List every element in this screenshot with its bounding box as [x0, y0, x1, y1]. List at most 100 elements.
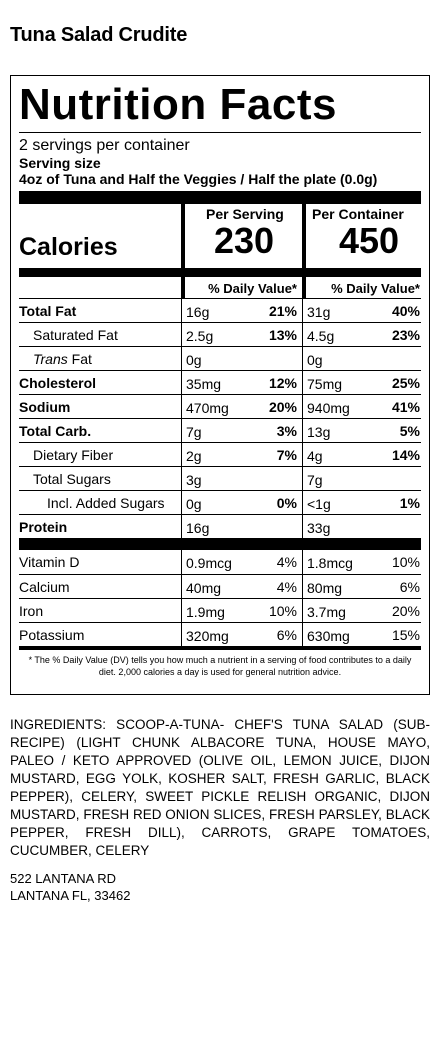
serving-amount: 16g [186, 520, 210, 536]
container-daily-value: 20% [391, 603, 420, 619]
serving-daily-value: 7% [276, 447, 297, 463]
nutrient-row: Dietary Fiber 2g 7% 4g 14% [19, 442, 421, 466]
daily-value-header: % Daily Value* % Daily Value* [19, 276, 421, 298]
dv-header-serving: % Daily Value* [208, 281, 297, 296]
nutrient-name: Incl. Added Sugars [47, 495, 165, 511]
container-amount: 4g [307, 448, 323, 464]
nutrient-row: Saturated Fat 2.5g 13% 4.5g 23% [19, 322, 421, 346]
nutrient-row: Incl. Added Sugars 0g 0% <1g 1% [19, 490, 421, 514]
container-daily-value: 40% [391, 303, 420, 319]
serving-amount: 470mg [186, 400, 229, 416]
container-daily-value: 23% [391, 327, 420, 343]
nutrition-facts-title: Nutrition Facts [19, 80, 337, 129]
vitamin-name: Vitamin D [19, 554, 80, 570]
serving-amount: 7g [186, 424, 202, 440]
serving-amount: 0g [186, 496, 202, 512]
nutrient-name: Saturated Fat [33, 327, 118, 343]
calories-label: Calories [19, 233, 118, 261]
vitamin-name: Potassium [19, 627, 85, 643]
nutrition-facts-label: Nutrition Facts 2 servings per container… [10, 75, 430, 695]
nutrient-row: Total Sugars 3g 7g [19, 466, 421, 490]
vitamin-name: Calcium [19, 579, 70, 595]
serving-daily-value: 12% [268, 375, 297, 391]
nutrient-row: Total Carb. 7g 3% 13g 5% [19, 418, 421, 442]
serving-daily-value: 3% [276, 423, 297, 439]
serving-amount: 1.9mg [186, 604, 225, 620]
vitamin-row: Calcium 40mg 4% 80mg 6% [19, 574, 421, 598]
ingredients-list: INGREDIENTS: SCOOP-A-TUNA- CHEF'S TUNA S… [10, 717, 430, 858]
calories-per-serving: 230 [214, 220, 275, 261]
container-amount: 1.8mcg [307, 555, 353, 571]
address: 522 LANTANA RD LANTANA FL, 33462 [10, 870, 130, 904]
container-daily-value: 41% [391, 399, 420, 415]
nutrient-table: Total Fat 16g 21% 31g 40% Saturated Fat 2.5g 13… [19, 298, 421, 538]
serving-amount: 0g [186, 352, 202, 368]
calories-block: Per Serving Per Container Calories 230 4… [19, 204, 421, 268]
nutrient-name: Sodium [19, 399, 71, 415]
container-daily-value: 1% [399, 495, 420, 511]
container-amount: 630mg [307, 628, 350, 644]
container-amount: 33g [307, 520, 331, 536]
container-daily-value: 25% [391, 375, 420, 391]
serving-daily-value: 6% [276, 627, 297, 643]
serving-amount: 40mg [186, 580, 222, 596]
serving-daily-value: 4% [276, 579, 297, 595]
vitamin-name: Iron [19, 603, 44, 619]
vitamin-row: Iron 1.9mg 10% 3.7mg 20% [19, 598, 421, 622]
serving-amount: 0.9mcg [186, 555, 232, 571]
nutrient-row: Protein 16g 33g [19, 514, 421, 538]
serving-daily-value: 10% [268, 603, 297, 619]
container-daily-value: 6% [399, 579, 420, 595]
address-line-1: 522 LANTANA RD [10, 871, 116, 886]
nutrient-row: Cholesterol 35mg 12% 75mg 25% [19, 370, 421, 394]
product-title: Tuna Salad Crudite [10, 24, 188, 46]
vitamin-row: Vitamin D 0.9mcg 4% 1.8mcg 10% [19, 550, 421, 574]
serving-daily-value: 20% [268, 399, 297, 415]
container-amount: 31g [307, 304, 331, 320]
serving-amount: 2.5g [186, 328, 214, 344]
serving-amount: 3g [186, 472, 202, 488]
serving-amount: 2g [186, 448, 202, 464]
container-amount: 4.5g [307, 328, 335, 344]
per-container-label: Per Container [312, 206, 404, 222]
serving-daily-value: 0% [276, 495, 297, 511]
serving-amount: 320mg [186, 628, 229, 644]
serving-daily-value: 21% [268, 303, 297, 319]
container-amount: 80mg [307, 580, 343, 596]
serving-daily-value: 4% [276, 554, 297, 570]
per-serving-label: Per Serving [206, 206, 284, 222]
container-amount: 3.7mg [307, 604, 346, 620]
nutrient-name: Trans Fat [33, 351, 92, 367]
container-daily-value: 14% [391, 447, 420, 463]
nutrient-name: Cholesterol [19, 375, 97, 391]
serving-size-value: 4oz of Tuna and Half the Veggies / Half … [19, 171, 378, 187]
serving-size-label: Serving size [19, 155, 101, 171]
serving-amount: 16g [186, 304, 210, 320]
container-amount: 0g [307, 352, 323, 368]
calories-per-container: 450 [339, 220, 400, 261]
container-daily-value: 15% [391, 627, 420, 643]
nutrient-name: Total Carb. [19, 423, 92, 439]
container-daily-value: 10% [391, 554, 420, 570]
container-amount: 940mg [307, 400, 350, 416]
nutrient-name: Total Sugars [33, 471, 111, 487]
dv-header-container: % Daily Value* [331, 281, 420, 296]
address-line-2: LANTANA FL, 33462 [10, 888, 131, 903]
nutrient-name: Dietary Fiber [33, 447, 114, 463]
container-amount: 7g [307, 472, 323, 488]
container-daily-value: 5% [399, 423, 420, 439]
serving-amount: 35mg [186, 376, 222, 392]
nutrient-row: Total Fat 16g 21% 31g 40% [19, 298, 421, 322]
nutrient-row: Trans Fat 0g 0g [19, 346, 421, 370]
vitamin-row: Potassium 320mg 6% 630mg 15% [19, 622, 421, 646]
serving-daily-value: 13% [268, 327, 297, 343]
container-amount: <1g [307, 496, 331, 512]
container-amount: 13g [307, 424, 331, 440]
nutrient-name: Total Fat [19, 303, 77, 319]
nutrient-name: Protein [19, 519, 68, 535]
servings-per-container: 2 servings per container [19, 137, 190, 154]
vitamin-table: Vitamin D 0.9mcg 4% 1.8mcg 10% Calcium 40mg 4% 8… [19, 550, 421, 646]
container-amount: 75mg [307, 376, 343, 392]
daily-value-footnote: * The % Daily Value (DV) tells you how m… [28, 655, 412, 677]
nutrient-row: Sodium 470mg 20% 940mg 41% [19, 394, 421, 418]
